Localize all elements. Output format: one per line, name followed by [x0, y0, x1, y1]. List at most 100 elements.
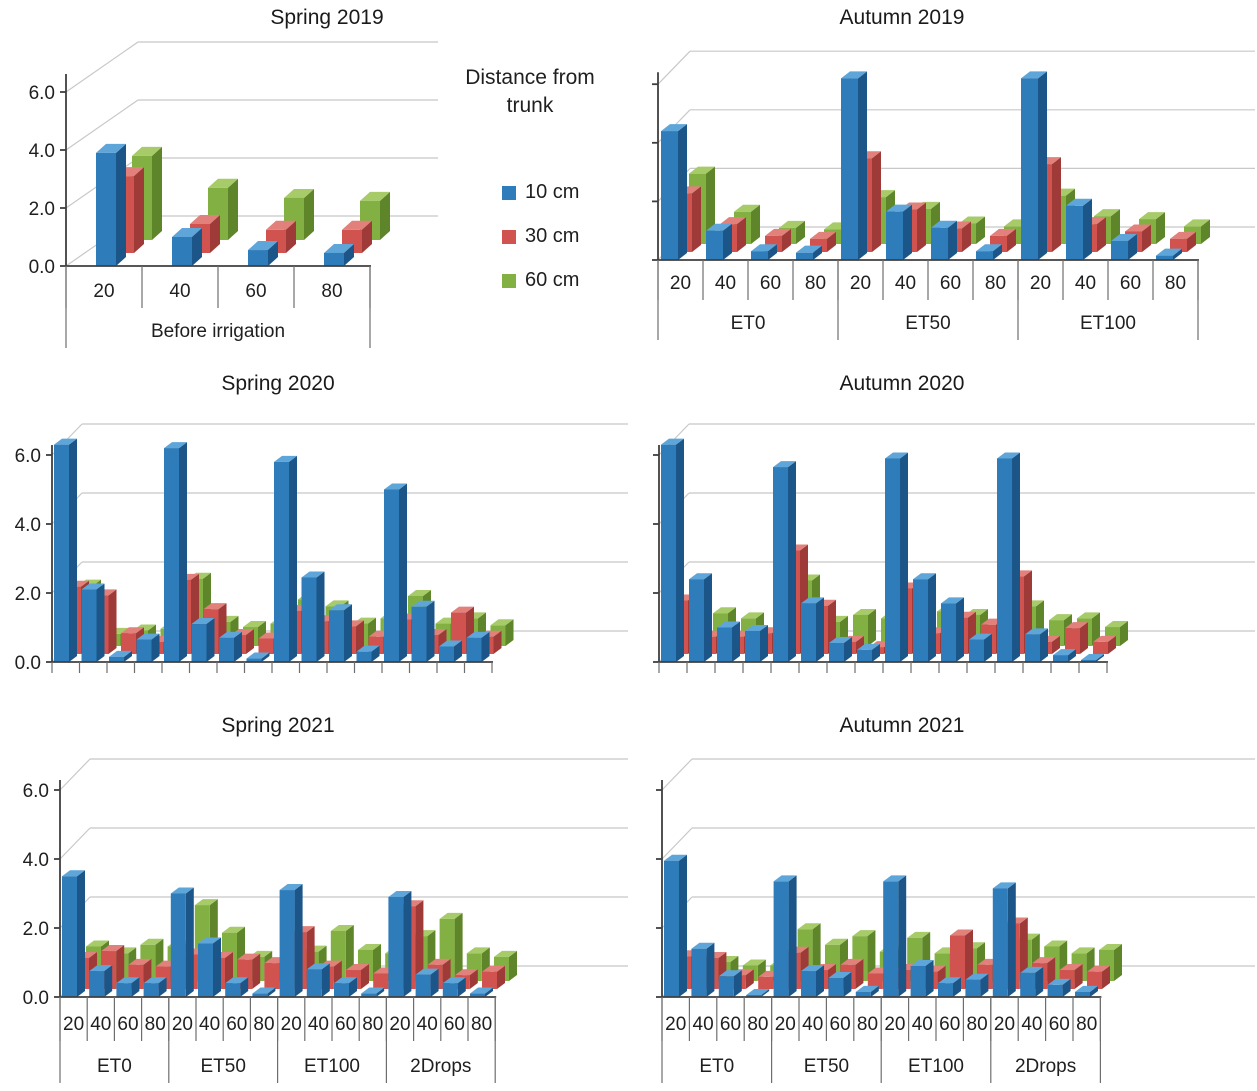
spring-2020-plot: 0.0 2.0 4.0 6.0 [15, 423, 628, 674]
y-axis-labels: 0.0 2.0 4.0 6.0 [23, 781, 49, 1009]
svg-text:ET100: ET100 [908, 1056, 964, 1077]
legend-item-60cm: 60 cm [438, 269, 622, 293]
svg-text:40: 40 [802, 1014, 823, 1035]
legend-items: 10 cm 30 cm 60 cm [438, 181, 622, 293]
legend-swatch-green [502, 273, 516, 288]
svg-text:60: 60 [226, 1014, 247, 1035]
x-axis-labels [51, 662, 493, 673]
x-axis-labels [59, 997, 496, 1083]
x-axis-labels [65, 266, 371, 348]
x-axis-labels [661, 997, 1101, 1083]
x-axis-labels [658, 662, 1108, 673]
svg-text:80: 80 [747, 1014, 768, 1035]
chart-panel-autumn-2019: Autumn 2019 20 40 60 80 20 40 60 80 20 40 60 80 ET0 E… [620, 0, 1257, 365]
svg-text:ET100: ET100 [1080, 313, 1136, 334]
svg-text:60: 60 [720, 1014, 741, 1035]
chart-panel-autumn-2021: Autumn 2021 20 40 60 80 20 40 60 80 20 40 60 80 20 40… [630, 710, 1257, 1091]
svg-text:80: 80 [145, 1014, 166, 1035]
svg-text:2.0: 2.0 [23, 919, 49, 940]
svg-text:20: 20 [93, 281, 114, 302]
chart-title-autumn-2019: Autumn 2019 [839, 6, 965, 29]
chart-panel-spring-2019: Spring 2019 0.0 2.0 4.0 6.0 20 40 60 80 Before i… [0, 0, 440, 365]
legend: Distance from trunk 10 cm 30 cm 60 cm [438, 64, 622, 313]
svg-text:80: 80 [362, 1014, 383, 1035]
svg-text:40: 40 [90, 1014, 111, 1035]
spring-2021-plot: 0.0 2.0 4.0 6.0 20 40 60 80 20 40 60 80 20 40 60 80 20 40… [23, 758, 628, 1083]
svg-text:60: 60 [939, 1014, 960, 1035]
svg-text:2.0: 2.0 [15, 584, 41, 605]
chart-panel-autumn-2020: Autumn 2020 [630, 370, 1257, 700]
autumn-2020-plot [653, 423, 1255, 673]
svg-text:60: 60 [760, 273, 781, 294]
svg-text:4.0: 4.0 [29, 141, 55, 162]
bars-layer [661, 438, 1128, 662]
chart-panel-spring-2021: Spring 2021 0.0 2.0 4.0 6.0 20 40 60 80 20 40 60 80… [0, 710, 630, 1091]
svg-text:80: 80 [967, 1014, 988, 1035]
svg-text:80: 80 [1165, 273, 1186, 294]
svg-text:20: 20 [670, 273, 691, 294]
svg-text:ET50: ET50 [804, 1056, 849, 1077]
svg-text:60: 60 [335, 1014, 356, 1035]
svg-text:40: 40 [895, 273, 916, 294]
svg-text:6.0: 6.0 [29, 83, 55, 104]
svg-text:20: 20 [281, 1014, 302, 1035]
svg-text:80: 80 [857, 1014, 878, 1035]
x-axis-text: 20 40 60 80 20 40 60 80 20 40 60 80 ET0 ET50 ET100 [670, 273, 1186, 334]
x-axis-labels [657, 260, 1199, 340]
bars-layer [664, 854, 1122, 997]
svg-text:80: 80 [253, 1014, 274, 1035]
legend-swatch-red [502, 229, 516, 244]
y-axis-labels: 0.0 2.0 4.0 6.0 [29, 83, 55, 278]
svg-text:ET0: ET0 [731, 313, 766, 334]
svg-text:2Drops: 2Drops [410, 1056, 471, 1077]
svg-text:20: 20 [884, 1014, 905, 1035]
svg-text:60: 60 [117, 1014, 138, 1035]
x-axis-text: 20 40 60 80 20 40 60 80 20 40 60 80 20 40 60 80 ET0 ET50 E… [665, 1014, 1097, 1077]
bars-layer [54, 438, 514, 662]
legend-item-30cm: 30 cm [438, 225, 622, 249]
svg-text:80: 80 [805, 273, 826, 294]
chart-panel-spring-2020: Spring 2020 0.0 2.0 4.0 6.0 [0, 370, 630, 700]
svg-text:2.0: 2.0 [29, 199, 55, 220]
svg-text:80: 80 [321, 281, 342, 302]
svg-text:40: 40 [169, 281, 190, 302]
svg-text:0.0: 0.0 [29, 257, 55, 278]
svg-text:40: 40 [417, 1014, 438, 1035]
svg-text:20: 20 [994, 1014, 1015, 1035]
svg-text:4.0: 4.0 [15, 515, 41, 536]
svg-text:4.0: 4.0 [23, 850, 49, 871]
legend-item-label: 10 cm [525, 181, 580, 204]
svg-text:40: 40 [1021, 1014, 1042, 1035]
svg-text:40: 40 [1075, 273, 1096, 294]
legend-item-label: 30 cm [525, 225, 580, 248]
svg-text:60: 60 [245, 281, 266, 302]
svg-text:20: 20 [850, 273, 871, 294]
svg-text:40: 40 [715, 273, 736, 294]
svg-text:20: 20 [389, 1014, 410, 1035]
chart-title-spring-2020: Spring 2020 [221, 372, 335, 395]
svg-text:40: 40 [308, 1014, 329, 1035]
svg-text:60: 60 [940, 273, 961, 294]
svg-text:6.0: 6.0 [15, 446, 41, 467]
spring-2019-plot: 0.0 2.0 4.0 6.0 20 40 60 80 Before irrigation [29, 41, 438, 348]
chart-title-spring-2019: Spring 2019 [270, 6, 384, 29]
chart-title-autumn-2021: Autumn 2021 [839, 714, 965, 737]
y-axis-labels: 0.0 2.0 4.0 6.0 [15, 446, 41, 674]
svg-text:40: 40 [912, 1014, 933, 1035]
svg-text:40: 40 [693, 1014, 714, 1035]
svg-text:60: 60 [830, 1014, 851, 1035]
svg-text:2Drops: 2Drops [1015, 1056, 1076, 1077]
autumn-2019-plot: 20 40 60 80 20 40 60 80 20 40 60 80 ET0 ET50 ET100 [652, 50, 1255, 340]
bars-layer [96, 143, 390, 266]
svg-text:60: 60 [444, 1014, 465, 1035]
svg-text:80: 80 [1076, 1014, 1097, 1035]
svg-text:ET50: ET50 [200, 1056, 245, 1077]
svg-text:0.0: 0.0 [23, 988, 49, 1009]
autumn-2021-plot: 20 40 60 80 20 40 60 80 20 40 60 80 20 40 60 80 ET0 ET50 E… [656, 758, 1255, 1083]
svg-text:Before irrigation: Before irrigation [151, 321, 285, 342]
chart-title-autumn-2020: Autumn 2020 [839, 372, 965, 395]
svg-text:60: 60 [1049, 1014, 1070, 1035]
svg-text:40: 40 [199, 1014, 220, 1035]
legend-swatch-blue [502, 185, 516, 200]
